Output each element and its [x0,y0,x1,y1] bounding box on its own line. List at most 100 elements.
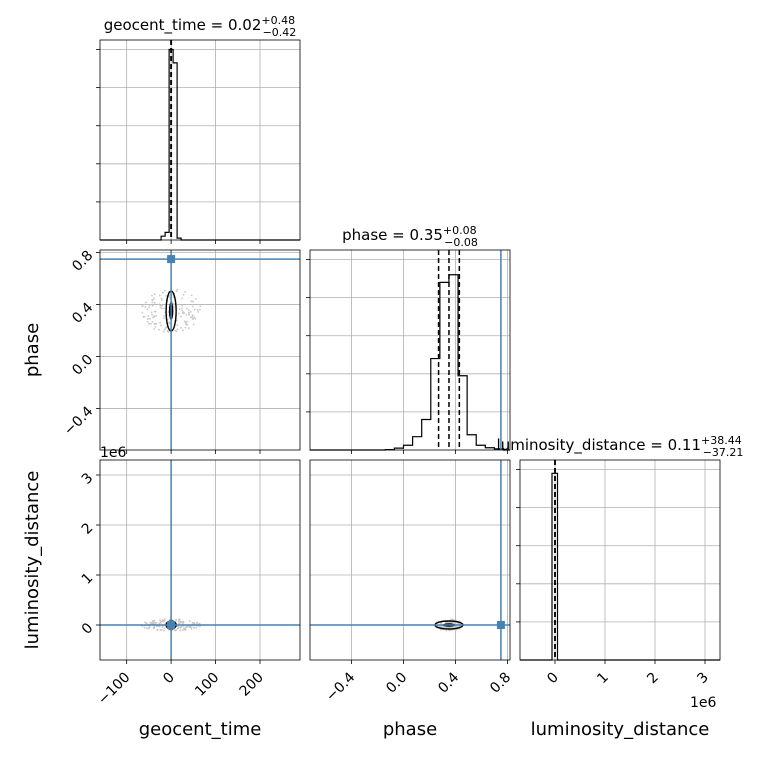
sample-point [183,320,186,323]
axes-frame [519,459,721,661]
sample-point [191,314,194,317]
sample-point [182,621,184,624]
sample-point [194,317,197,320]
sample-point [151,298,154,301]
sample-point [161,619,164,622]
sample-point [151,320,154,323]
sample-point [151,301,154,304]
sample-point [143,626,146,629]
sample-point [155,314,158,317]
sample-point [147,315,150,317]
sample-point [141,304,144,307]
sample-point [154,310,157,313]
sample-point [163,627,166,630]
sample-point [163,317,165,319]
sample-point [151,620,154,622]
sample-point [446,621,449,624]
x-tick-label: 200 [237,670,267,700]
sample-point [445,629,448,632]
sample-point [159,619,161,622]
sample-point [150,311,153,314]
x-tick-label: 3 [694,670,712,688]
sample-point [160,621,162,624]
sample-point [181,329,184,332]
panel-geocent_time-luminosity_distance: 0 1 2 3 luminosity_distance −100 0 100 200 geocen… [22,459,301,740]
histogram-geocent_time [100,48,300,241]
sample-point [159,321,162,324]
y-axis-label-phase: phase [22,323,43,377]
panel-title-geocent_time: geocent_time = 0.02+0.48 −0.42 [104,14,297,39]
sample-point [176,288,179,291]
sample-point [186,307,188,310]
sample-point [173,306,175,308]
sample-point [153,323,156,325]
sample-point [186,625,188,628]
sample-point [174,329,177,332]
sample-point [182,311,185,314]
sample-point [451,618,454,621]
sample-point [158,328,160,331]
x-tick-label: 0 [544,670,562,688]
sample-point [161,299,163,302]
sample-point [193,316,196,319]
sample-point [148,323,150,325]
sample-point [153,301,156,304]
sample-point [164,327,167,330]
x-offset-label: 1e6 [690,695,717,711]
sample-point [145,627,148,630]
x-tick-label: 0.8 [487,670,514,697]
sample-point [153,625,156,628]
sample-point [163,307,165,310]
histogram-luminosity_distance [520,472,720,661]
sample-point [178,620,180,623]
sample-point [181,312,184,315]
sample-point [155,322,158,325]
sample-point [153,297,155,300]
sample-point [188,620,191,622]
x-axis-label-phase: phase [383,719,437,740]
sample-point [184,628,187,631]
sample-point [160,324,162,327]
truth-marker [167,621,176,629]
sample-point [180,326,182,329]
sample-point [180,315,182,318]
sample-point [185,321,188,324]
sample-point [175,319,178,322]
y-tick-label: 2 [79,520,97,538]
sample-point [163,314,166,317]
y-tick-label: 1 [79,570,97,588]
sample-point [439,628,442,631]
sample-point [177,627,180,630]
sample-point [194,297,197,300]
sample-point [162,330,165,333]
sample-point [150,322,152,325]
sample-point [161,291,164,294]
y-axis-label-luminosity_distance: luminosity_distance [22,471,43,650]
sample-point [163,289,166,292]
y-tick-label: 0.8 [69,248,96,275]
sample-point [144,306,147,308]
sample-point [190,628,193,630]
sample-point [199,305,202,308]
sample-point [158,294,161,297]
sample-point [187,327,190,329]
sample-point [177,312,180,315]
sample-point [163,629,165,632]
y-tick-label: 0.0 [69,352,96,379]
x-tick-label: 2 [644,670,662,688]
sample-point [180,307,183,310]
sample-point [184,291,186,293]
sample-point [148,626,151,629]
sample-point [161,304,163,307]
sample-point [153,627,156,630]
sample-point [196,621,199,624]
sample-point [175,290,178,293]
sample-point [151,304,154,307]
sample-point [178,308,181,311]
sample-point [189,625,192,628]
sample-point [196,308,199,311]
sample-point [173,629,176,631]
y-offset-label: 1e6 [100,445,127,461]
sample-point [181,297,184,300]
